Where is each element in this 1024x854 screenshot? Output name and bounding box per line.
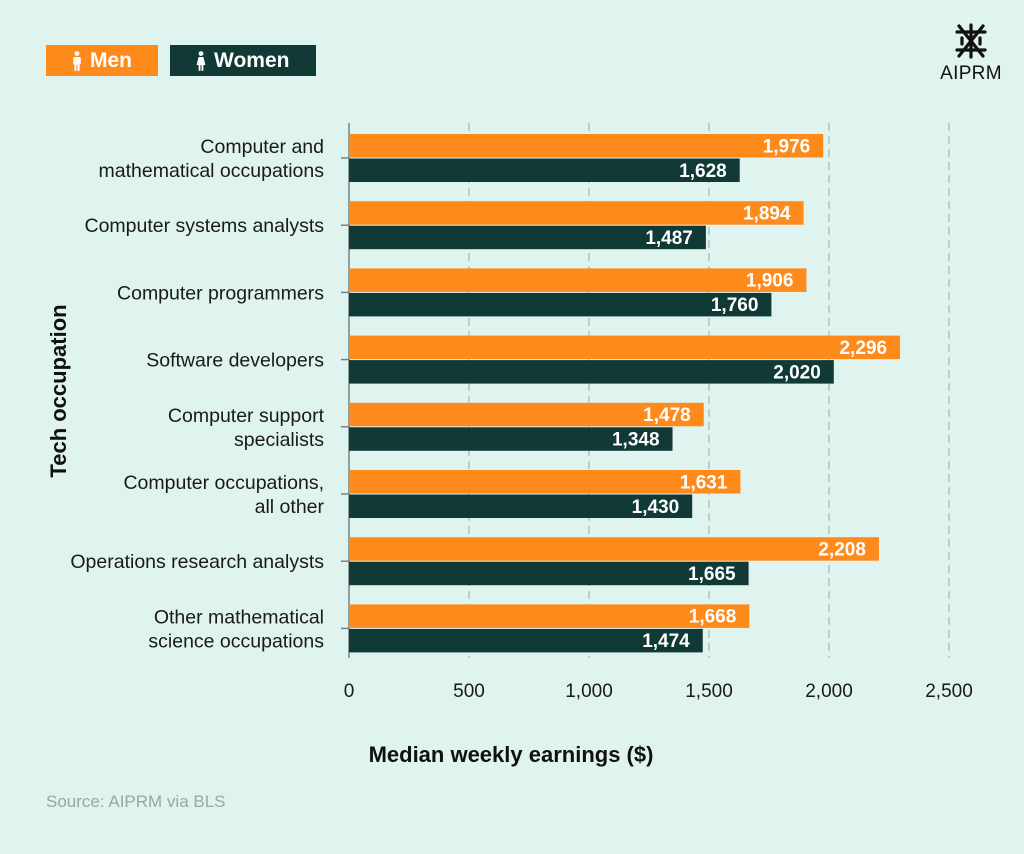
bar-men [349, 537, 879, 561]
category-label: Computer and [200, 136, 324, 158]
legend-women-label: Women [214, 48, 290, 72]
category-label: Computer programmers [117, 282, 324, 304]
bar-men-label: 1,668 [689, 607, 737, 628]
man-icon [73, 50, 81, 71]
bar-women [349, 292, 772, 317]
category-label: Software developers [146, 350, 324, 372]
category-label: Operations research analysts [70, 551, 324, 573]
bar-men [349, 335, 901, 360]
bar-men [349, 470, 741, 494]
category-label: Other mathematical [154, 606, 324, 628]
bar-men-label: 1,478 [643, 405, 691, 426]
bar-women-label: 1,665 [688, 564, 736, 585]
x-tick-label: 2,000 [805, 681, 853, 702]
bar-women-label: 1,430 [632, 497, 680, 518]
x-tick-label: 1,000 [565, 681, 613, 702]
category-label: science occupations [148, 630, 324, 652]
chart-legend: Men Women [46, 45, 316, 76]
bar-women [349, 158, 740, 182]
logo-text: AIPRM [940, 63, 1002, 84]
bar-men [349, 268, 807, 292]
bar-women [349, 427, 673, 451]
bar-women-label: 1,348 [612, 430, 660, 451]
bar-men [349, 134, 824, 158]
x-tick-label: 1,500 [685, 681, 733, 702]
category-label: all other [255, 496, 325, 518]
aiprm-logo: AIPRM [936, 22, 1006, 85]
bar-men-label: 1,894 [743, 203, 791, 224]
legend-men-label: Men [90, 48, 132, 72]
bar-women [349, 225, 706, 250]
legend-women: Women [170, 45, 316, 76]
y-axis-title: Tech occupation [46, 304, 71, 477]
bar-women [349, 561, 749, 586]
category-label: Computer systems analysts [85, 215, 325, 237]
x-tick-label: 500 [453, 681, 485, 702]
bar-women [349, 628, 703, 653]
bar-men [349, 402, 704, 427]
bar-women-label: 1,628 [679, 161, 727, 182]
bar-men-label: 1,906 [746, 271, 794, 292]
bar-women [349, 494, 693, 518]
bar-men-label: 2,208 [818, 539, 866, 560]
x-axis-title: Median weekly earnings ($) [369, 742, 654, 767]
bar-women-label: 2,020 [773, 362, 821, 383]
category-label: mathematical occupations [99, 160, 325, 182]
category-label: Computer support [168, 405, 325, 427]
x-tick-label: 2,500 [925, 681, 973, 702]
category-label: specialists [234, 429, 324, 451]
bar-men-label: 1,631 [680, 472, 728, 493]
x-tick-label: 0 [344, 681, 355, 702]
bar-men [349, 604, 750, 628]
bar-women-label: 1,487 [645, 228, 693, 249]
source-note: Source: AIPRM via BLS [46, 792, 226, 811]
bar-men [349, 201, 804, 225]
aiprm-logo-icon [955, 23, 987, 59]
bar-men-label: 1,976 [763, 136, 811, 157]
bar-men-label: 2,296 [839, 338, 887, 359]
bar-women [349, 360, 834, 384]
legend-men: Men [46, 45, 158, 76]
category-label: Computer occupations, [123, 472, 324, 494]
woman-icon [196, 50, 206, 71]
bar-women-label: 1,760 [711, 295, 759, 316]
bar-women-label: 1,474 [642, 631, 690, 652]
